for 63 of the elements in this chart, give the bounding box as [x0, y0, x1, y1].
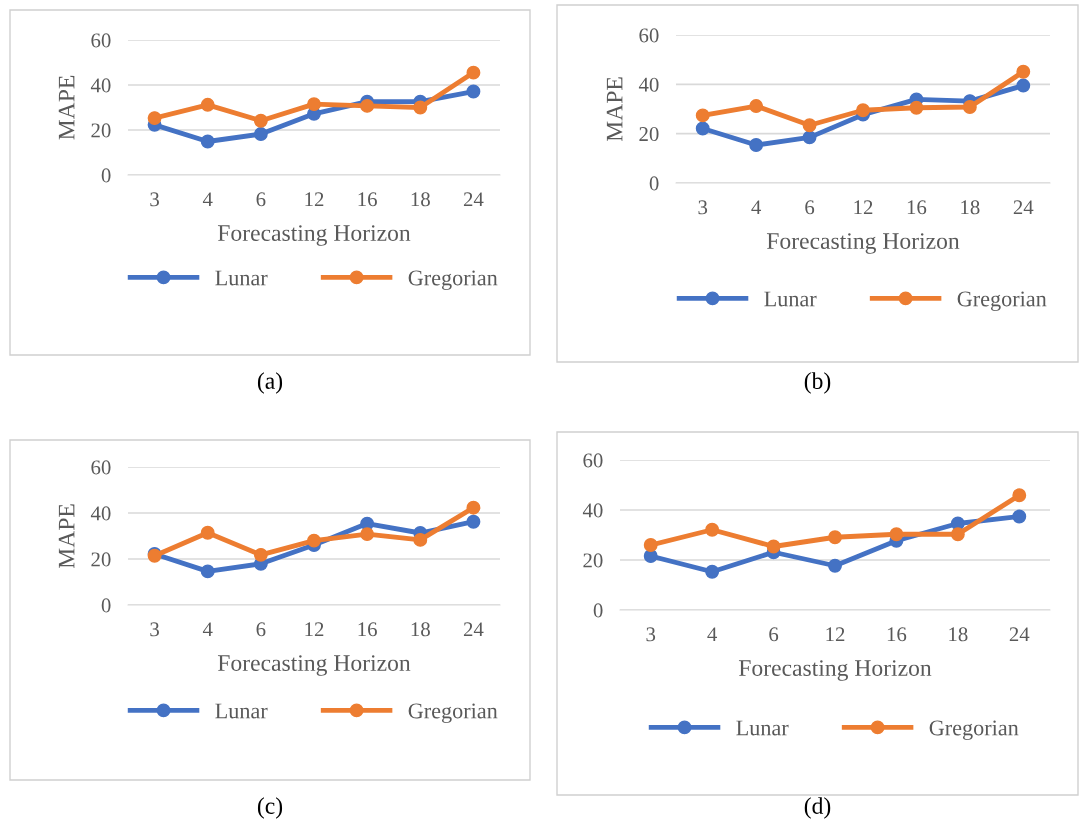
y-tick-label: 60 [639, 28, 659, 43]
y-tick-label: 60 [91, 33, 111, 48]
y-axis-title: MAPE [58, 504, 75, 569]
y-tick-label: 0 [593, 603, 603, 618]
x-tick-label: 12 [854, 200, 873, 215]
x-tick-label: 16 [358, 622, 377, 637]
text: (a) [257, 372, 283, 394]
x-tick-label: 3 [698, 200, 708, 215]
x-tick-label: 4 [202, 192, 213, 207]
x-axis-title: Forecasting Horizon [217, 655, 411, 676]
y-axis-title: MAPE [58, 75, 75, 140]
x-tick-label: 4 [707, 627, 718, 642]
y-tick-label: 40 [90, 78, 111, 93]
legend-label: Gregorian [408, 703, 498, 723]
x-tick-label: 12 [305, 622, 324, 637]
x-tick-label: 3 [646, 627, 656, 642]
x-tick-label: 6 [256, 622, 266, 637]
x-axis-title: Forecasting Horizon [217, 225, 411, 246]
x-tick-label: 18 [949, 627, 968, 642]
y-tick-label: 20 [91, 123, 111, 138]
x-axis-title: Forecasting Horizon [766, 233, 960, 254]
legend-label: Lunar [736, 720, 789, 736]
y-tick-label: 0 [649, 176, 659, 191]
y-tick-label: 20 [583, 553, 603, 568]
x-tick-label: 18 [411, 622, 430, 637]
x-tick-label: 24 [1009, 627, 1030, 642]
x-tick-label: 3 [150, 192, 159, 207]
legend-label: Lunar [215, 270, 268, 286]
legend-label: Gregorian [929, 720, 1019, 740]
y-tick-label: 0 [101, 598, 111, 613]
y-tick-label: 60 [583, 453, 603, 468]
legend-label: Gregorian [408, 270, 498, 290]
x-tick-label: 12 [305, 192, 324, 207]
x-tick-label: 24 [463, 192, 484, 207]
x-tick-label: 16 [907, 200, 927, 215]
y-tick-label: 40 [638, 77, 659, 92]
x-tick-label: 6 [805, 200, 815, 215]
y-tick-label: 20 [91, 552, 111, 567]
legend-label: Gregorian [957, 291, 1047, 311]
x-tick-label: 3 [150, 622, 159, 637]
text: (b) [804, 372, 831, 394]
x-axis-title: Forecasting Horizon [738, 660, 932, 681]
text: (d) [804, 797, 831, 819]
y-tick-label: 40 [582, 503, 603, 518]
x-tick-label: 16 [887, 627, 907, 642]
legend-label: Lunar [764, 291, 817, 307]
x-tick-label: 16 [358, 192, 377, 207]
x-tick-label: 6 [769, 627, 779, 642]
y-tick-label: 60 [91, 460, 111, 475]
y-tick-label: 0 [101, 168, 111, 183]
y-tick-label: 20 [639, 127, 659, 142]
text: (c) [257, 797, 283, 819]
x-tick-label: 18 [961, 200, 980, 215]
x-tick-label: 24 [463, 622, 484, 637]
y-axis-title: MAPE [606, 77, 623, 142]
y-tick-label: 40 [90, 506, 111, 521]
x-tick-label: 12 [826, 627, 845, 642]
x-tick-label: 4 [202, 622, 213, 637]
x-tick-label: 4 [751, 200, 762, 215]
x-tick-label: 24 [1013, 200, 1034, 215]
x-tick-label: 18 [411, 192, 430, 207]
x-tick-label: 6 [256, 192, 266, 207]
legend-label: Lunar [215, 703, 268, 719]
